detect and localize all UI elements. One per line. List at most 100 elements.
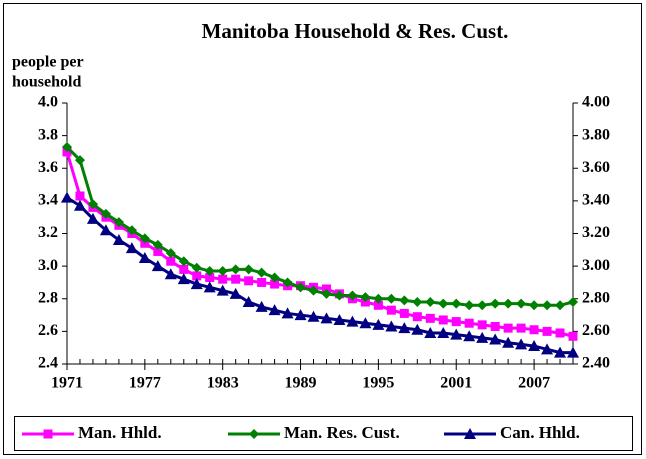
marker [257, 277, 267, 287]
marker [229, 287, 242, 299]
series-line [66, 196, 573, 355]
marker [529, 300, 540, 311]
y-tick-label: 3.2 [38, 224, 58, 241]
marker [295, 282, 306, 293]
marker [529, 325, 539, 335]
marker [73, 199, 86, 211]
marker [269, 272, 280, 283]
y-tick-label: 2.4 [38, 355, 58, 372]
marker [477, 300, 488, 311]
marker [165, 248, 176, 259]
marker [99, 224, 112, 236]
marker [463, 330, 476, 342]
marker [411, 323, 424, 335]
marker [424, 327, 437, 339]
marker [308, 285, 319, 296]
marker [437, 327, 450, 339]
marker [528, 340, 541, 352]
marker [451, 298, 462, 309]
marker [347, 290, 358, 301]
x-tick-label: 1977 [129, 375, 161, 392]
marker [61, 191, 73, 203]
marker [86, 212, 99, 224]
chart-border [3, 3, 642, 455]
marker [282, 277, 293, 288]
y-tick-label: 3.8 [38, 126, 58, 143]
marker [346, 315, 359, 327]
marker [398, 322, 411, 334]
marker [152, 239, 163, 250]
marker [555, 328, 565, 338]
marker [412, 297, 423, 308]
y2-tick-label: 3.20 [582, 224, 610, 241]
marker [412, 312, 422, 322]
marker [190, 278, 203, 290]
marker [372, 318, 385, 330]
series-line [65, 145, 574, 307]
legend-box [14, 416, 633, 451]
y2-tick-label: 2.60 [582, 322, 610, 339]
legend-marker [464, 428, 476, 439]
marker [464, 318, 474, 328]
marker [438, 298, 449, 309]
marker [516, 323, 526, 333]
marker [307, 310, 320, 322]
marker [242, 296, 255, 308]
marker [451, 317, 461, 327]
marker [542, 300, 553, 311]
marker [268, 304, 281, 316]
marker [218, 274, 228, 284]
marker [568, 331, 578, 341]
marker [425, 297, 436, 308]
y2-tick-label: 3.40 [582, 192, 610, 209]
y-tick-label: 3.6 [38, 159, 58, 176]
marker [166, 256, 176, 266]
marker [464, 300, 475, 311]
marker [139, 233, 150, 244]
marker [399, 308, 409, 318]
marker [244, 276, 254, 286]
marker [270, 279, 280, 289]
marker [281, 307, 294, 319]
legend-label: Man. Hhld. [78, 423, 162, 442]
marker [153, 246, 163, 256]
marker [191, 262, 202, 273]
marker [541, 343, 554, 355]
marker [450, 328, 463, 340]
x-tick-label: 2001 [440, 375, 472, 392]
marker [177, 273, 190, 285]
marker [425, 313, 435, 323]
marker [179, 264, 189, 274]
marker [476, 331, 489, 343]
x-tick-label: 1971 [51, 375, 83, 392]
y-tick-label: 2.8 [38, 289, 58, 306]
legend-label: Can. Hhld. [500, 423, 580, 442]
marker [205, 273, 215, 283]
y-tick-label: 3.4 [38, 192, 58, 209]
marker [204, 266, 215, 277]
marker [255, 300, 268, 312]
marker [515, 338, 528, 350]
y2-tick-label: 2.80 [582, 289, 610, 306]
marker [503, 323, 513, 333]
marker [294, 309, 307, 321]
marker [567, 346, 579, 358]
marker [125, 242, 138, 254]
marker [192, 271, 202, 281]
marker [256, 267, 267, 278]
marker [568, 297, 578, 308]
marker [360, 292, 371, 303]
y2-tick-label: 3.80 [582, 126, 610, 143]
chart-title: Manitoba Household & Res. Cust. [202, 19, 509, 43]
marker [321, 288, 332, 299]
marker [74, 155, 85, 166]
marker [502, 336, 515, 348]
marker [112, 234, 125, 246]
y-tick-label: 3.0 [38, 257, 58, 274]
y-tick-label: 4.0 [38, 94, 58, 111]
marker [203, 281, 216, 293]
marker [386, 293, 397, 304]
marker [87, 199, 98, 210]
